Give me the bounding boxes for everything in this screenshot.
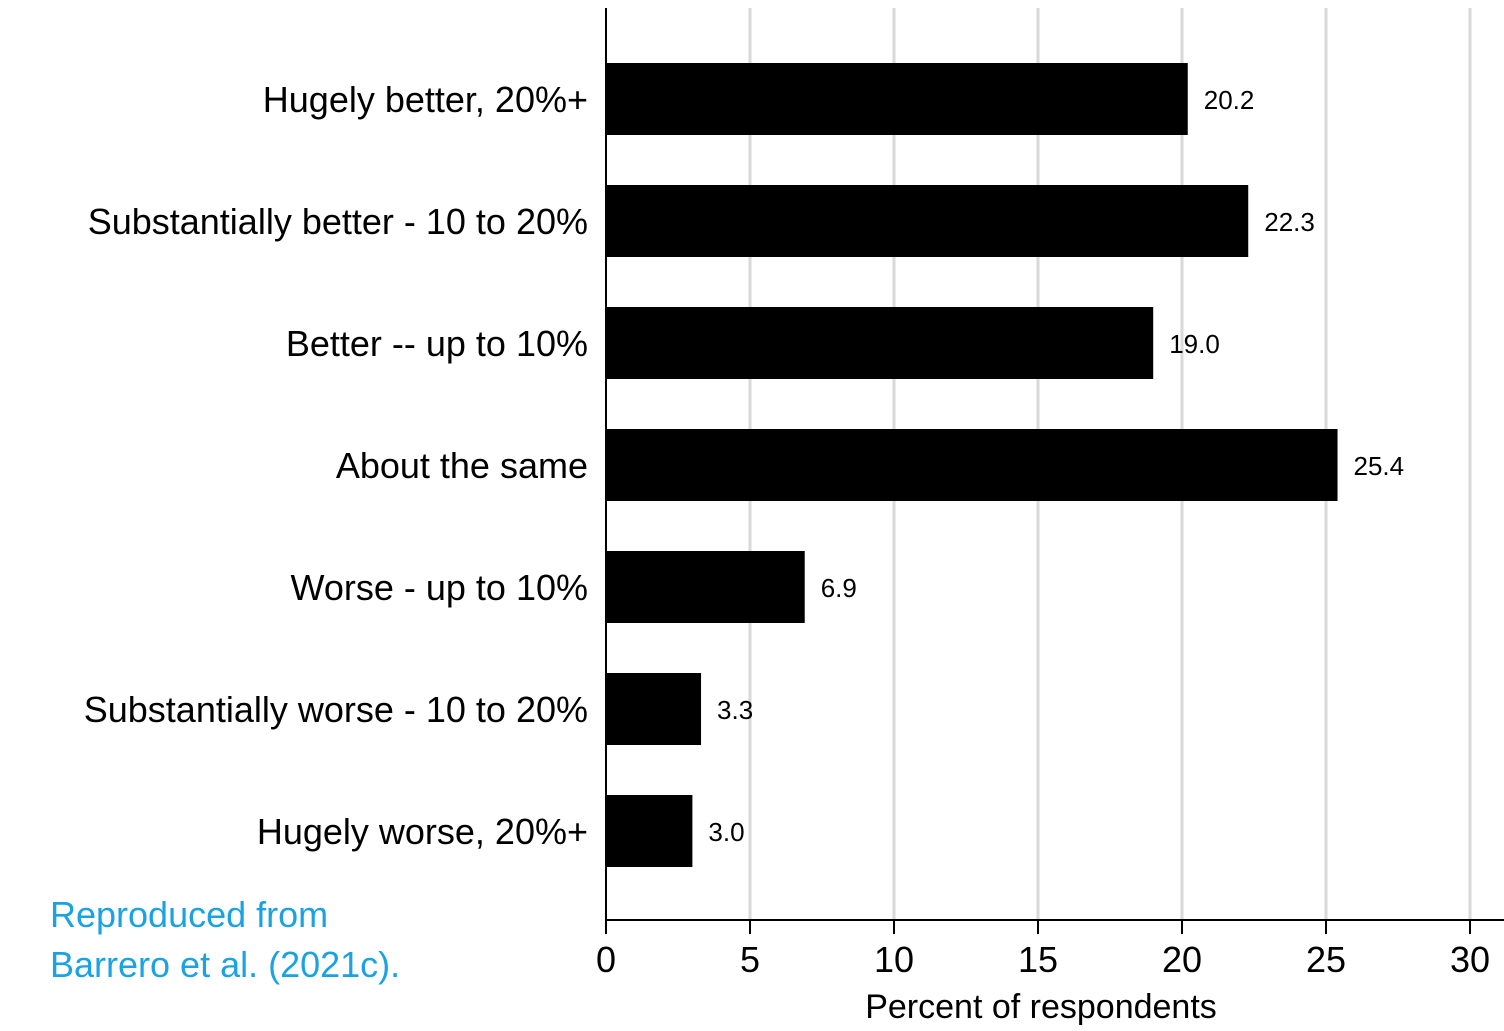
value-labels: 20.2 22.3 19.0 25.4 6.9 3.3 3.0 [708,85,1404,847]
category-label: About the same [336,445,588,486]
axes [605,8,1504,921]
x-tick-label: 20 [1162,939,1202,980]
data-label: 19.0 [1169,329,1220,359]
category-label: Hugely worse, 20%+ [257,811,588,852]
bar [606,673,702,745]
credit-line-1: Reproduced from [50,894,329,935]
data-label: 3.3 [717,695,753,725]
x-tick-label: 25 [1306,939,1346,980]
x-tick-label: 10 [874,939,914,980]
bar [606,795,693,867]
data-label: 3.0 [708,817,744,847]
data-label: 6.9 [821,573,857,603]
category-label: Worse - up to 10% [291,567,588,608]
x-tick-label: 30 [1450,939,1490,980]
x-tick-label: 15 [1018,939,1058,980]
x-tick-label: 0 [596,939,616,980]
x-tick-label: 5 [740,939,760,980]
data-label: 25.4 [1354,451,1405,481]
data-label: 20.2 [1204,85,1255,115]
bar [606,63,1188,135]
bars [606,63,1338,867]
bar [606,429,1338,501]
data-label: 22.3 [1264,207,1315,237]
category-label: Substantially better - 10 to 20% [88,201,588,242]
category-labels: Hugely better, 20%+ Substantially better … [84,79,588,852]
category-label: Better -- up to 10% [286,323,588,364]
source-credit: Reproduced from Barrero et al. (2021c). [50,890,570,990]
bar [606,185,1249,257]
x-axis-title: Percent of respondents [865,988,1217,1026]
bar [606,551,805,623]
bar [606,307,1154,379]
category-label: Substantially worse - 10 to 20% [84,689,588,730]
category-label: Hugely better, 20%+ [263,79,588,120]
credit-line-2: Barrero et al. (2021c). [50,944,401,985]
x-ticks: 0 5 10 15 20 25 30 [596,920,1490,980]
